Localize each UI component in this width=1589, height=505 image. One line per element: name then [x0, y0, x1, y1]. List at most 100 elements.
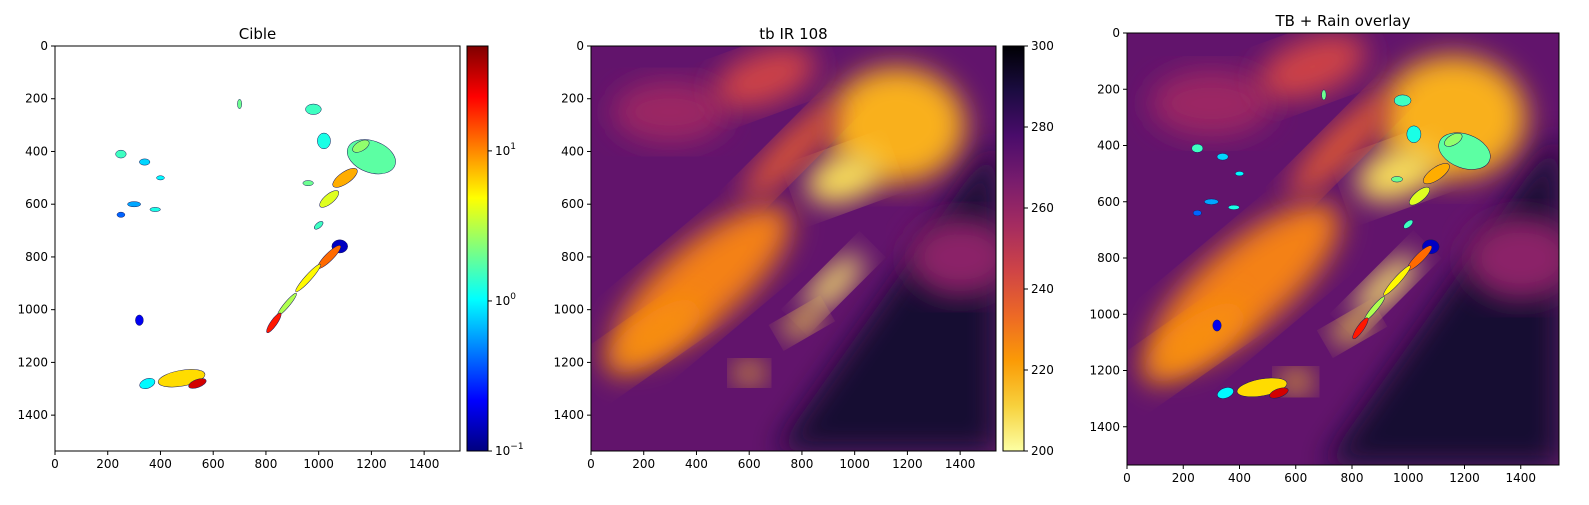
- warm-surface-region: [775, 138, 996, 451]
- cloud-region: [804, 253, 864, 313]
- rain-cell: [188, 378, 207, 389]
- rain-cell: [305, 103, 322, 115]
- x-tick-label: 1200: [1449, 471, 1480, 485]
- panel-title: tb IR 108: [759, 25, 827, 43]
- rain-cell: [1212, 319, 1222, 332]
- cloud-region: [1278, 370, 1313, 393]
- rain-cell: [317, 132, 331, 150]
- x-tick-label: 800: [254, 457, 277, 471]
- y-tick-label: 0: [1112, 26, 1120, 40]
- rain-cell: [1321, 89, 1327, 101]
- panel-title: Cible: [239, 25, 277, 43]
- y-tick-label: 1000: [553, 303, 584, 317]
- rain-cell: [1352, 317, 1369, 340]
- y-tick-label: 0: [576, 39, 584, 53]
- rain-cell: [1444, 133, 1463, 147]
- plot-frame: [1126, 32, 1560, 466]
- y-tick-label: 1000: [1089, 307, 1120, 321]
- tb-field: [591, 46, 996, 451]
- x-tick-label: 0: [51, 457, 59, 471]
- y-tick-label: 200: [1097, 82, 1120, 96]
- cloud-region: [733, 362, 766, 384]
- y-tick-label: 400: [561, 144, 584, 158]
- rain-cell: [139, 158, 151, 166]
- rain-cell: [1228, 204, 1240, 210]
- panel-title: TB + Rain overlay: [1275, 12, 1411, 30]
- rain-cell: [1235, 171, 1244, 177]
- cloud-region: [743, 103, 840, 200]
- x-tick-label: 1000: [303, 457, 334, 471]
- warm-surface-region: [1323, 131, 1559, 465]
- x-tick-label: 200: [632, 457, 655, 471]
- plot-background: [55, 46, 460, 451]
- x-tick-label: 200: [96, 457, 119, 471]
- x-tick-label: 1000: [839, 457, 870, 471]
- rain-field: [115, 99, 396, 389]
- y-tick-label: 600: [25, 197, 48, 211]
- rain-cell: [1192, 209, 1202, 217]
- x-tick-label: 0: [587, 457, 595, 471]
- rain-cell: [1383, 265, 1411, 296]
- x-tick-label: 800: [790, 457, 813, 471]
- y-tick-label: 200: [25, 92, 48, 106]
- cloud-region: [605, 298, 704, 374]
- colorbar: [466, 45, 489, 452]
- x-tick-label: 400: [1228, 471, 1251, 485]
- rain-cell: [319, 190, 340, 208]
- y-tick-label: 800: [25, 250, 48, 264]
- colorbar-tick-label: 200: [1031, 444, 1054, 458]
- colorbar-tick-label: 10−1: [495, 442, 524, 458]
- y-tick-label: 1200: [17, 355, 48, 369]
- y-tick-label: 1400: [17, 408, 48, 422]
- rain-cell: [127, 201, 141, 208]
- rain-cell: [1409, 186, 1430, 206]
- x-tick-label: 600: [738, 457, 761, 471]
- y-tick-label: 1200: [553, 355, 584, 369]
- rain-cell: [266, 312, 282, 333]
- cloud-region: [1354, 254, 1418, 318]
- rain-cell: [1403, 219, 1414, 229]
- x-tick-label: 1400: [1505, 471, 1536, 485]
- cloud-region: [806, 151, 883, 204]
- cloud-region: [1356, 145, 1438, 202]
- colorbar-tick-label: 300: [1031, 39, 1054, 53]
- x-tick-label: 1400: [409, 457, 440, 471]
- y-tick-label: 1400: [553, 408, 584, 422]
- panel-overlay: 0 200 400 600 800 1000 1200 1400 0 200 400 600 800 10…: [1089, 12, 1560, 485]
- x-tick-label: 600: [202, 457, 225, 471]
- y-tick-label: 200: [561, 92, 584, 106]
- x-tick-label: 400: [149, 457, 172, 471]
- cloud-region: [1464, 215, 1559, 301]
- rain-cell: [1393, 94, 1412, 107]
- rain-cell: [115, 149, 127, 159]
- rain-cell: [237, 99, 242, 110]
- x-tick-label: 0: [1123, 471, 1131, 485]
- cloud-region: [1258, 34, 1367, 100]
- rain-cell: [1422, 163, 1450, 185]
- cloud-region: [1149, 69, 1274, 138]
- tb-field: [1127, 33, 1559, 465]
- y-tick-label: 400: [1097, 139, 1120, 153]
- rain-cell: [1269, 387, 1289, 399]
- rain-cell: [156, 175, 165, 181]
- rain-cell: [1191, 143, 1204, 153]
- y-tick-label: 1200: [1089, 364, 1120, 378]
- y-tick-label: 1000: [17, 303, 48, 317]
- colorbar-tick-label: 260: [1031, 201, 1054, 215]
- rain-cell: [1391, 176, 1403, 183]
- colorbar: [1002, 45, 1025, 452]
- x-tick-label: 400: [685, 457, 708, 471]
- rain-cell: [352, 139, 370, 153]
- x-tick-label: 600: [1284, 471, 1307, 485]
- colorbar-tick-label: 240: [1031, 282, 1054, 296]
- x-tick-label: 1200: [892, 457, 923, 471]
- rain-cell: [1204, 198, 1219, 205]
- x-tick-label: 1400: [945, 457, 976, 471]
- panel-cible: 0 200 400 600 800 1000 1200 1400 0 200 400 600 800 10…: [17, 25, 523, 471]
- y-tick-label: 0: [40, 39, 48, 53]
- x-tick-label: 800: [1341, 471, 1364, 485]
- rain-cell: [139, 378, 156, 389]
- x-tick-label: 1000: [1393, 471, 1424, 485]
- y-tick-label: 600: [1097, 195, 1120, 209]
